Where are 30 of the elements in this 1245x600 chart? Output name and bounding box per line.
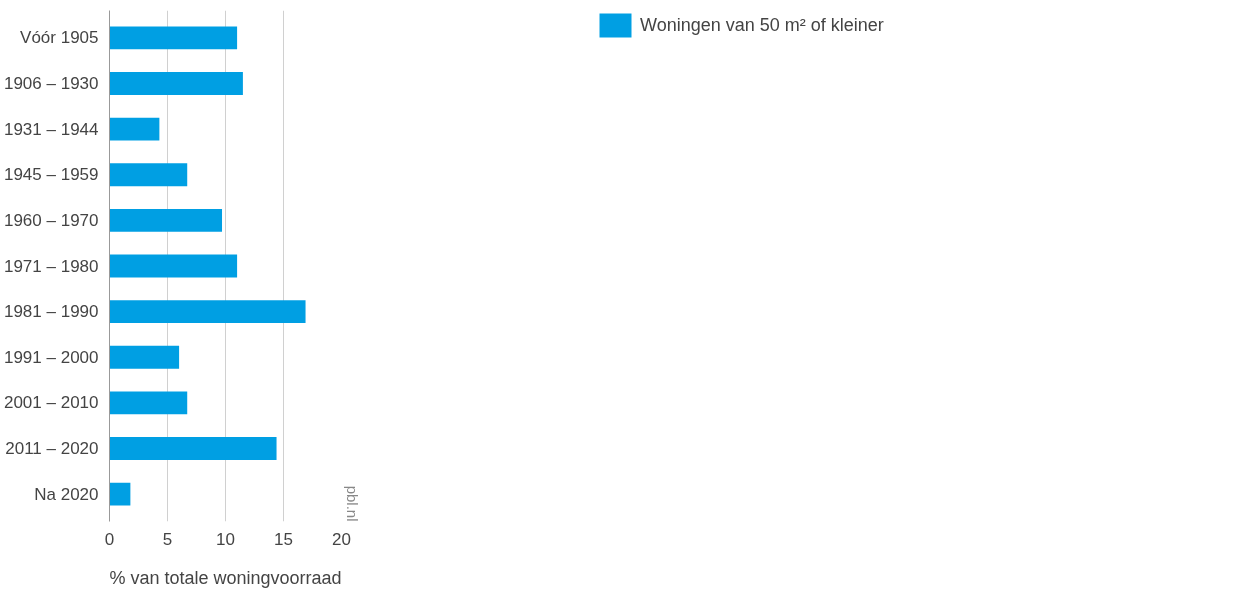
bar	[109, 72, 243, 95]
x-tick-label: 5	[162, 529, 173, 549]
bar	[109, 117, 160, 141]
y-tick-label: Vóór 1905	[20, 28, 99, 48]
y-tick-label: 1906 – 1930	[3, 74, 99, 93]
y-tick-label: 1960 – 1970	[3, 210, 99, 230]
y-tick-label: 2011 – 2020	[5, 439, 99, 458]
bar	[109, 208, 223, 232]
x-tick-label: 15	[274, 529, 293, 549]
legend-label: Woningen van 50 m² of kleiner	[640, 14, 885, 36]
bar	[109, 482, 131, 506]
y-tick-label: 1991 – 2000	[3, 347, 99, 367]
text: pbl.nl	[344, 485, 361, 522]
bar	[109, 391, 188, 415]
y-tick-label: Na 2020	[34, 484, 99, 504]
bar	[109, 300, 306, 324]
x-tick-label: 20	[332, 529, 351, 549]
y-tick-label: 1945 – 1959	[3, 165, 99, 185]
x-axis-title: % van totale woningvoorraad	[109, 567, 342, 588]
x-tick-label: 10	[216, 529, 235, 549]
y-tick-label: 2001 – 2010	[3, 393, 99, 413]
bar	[109, 163, 188, 187]
y-tick-label: 1931 – 1944	[3, 119, 99, 139]
bar	[109, 345, 180, 369]
bar	[109, 26, 238, 50]
bar	[109, 254, 238, 278]
y-tick-label: 1971 – 1980	[3, 256, 99, 276]
bar	[109, 437, 277, 460]
x-tick-label: 0	[104, 529, 115, 549]
y-tick-label: 1981 – 1990	[3, 302, 99, 322]
